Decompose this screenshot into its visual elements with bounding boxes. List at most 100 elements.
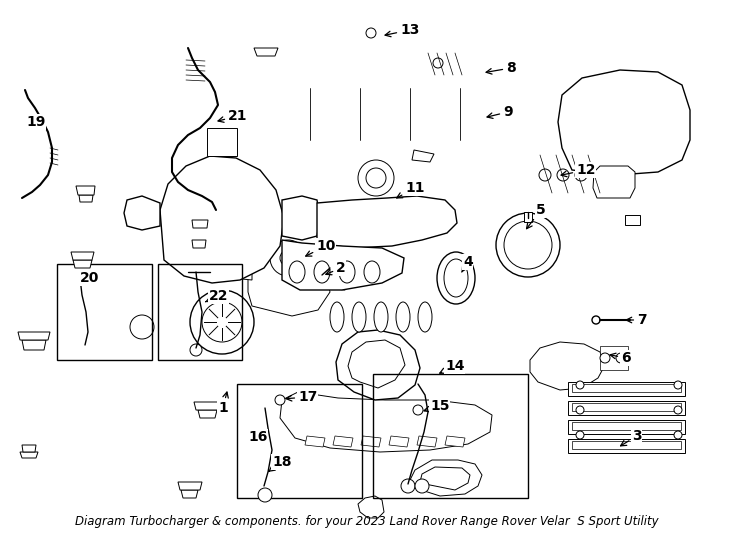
Circle shape [674, 406, 682, 414]
Polygon shape [192, 240, 206, 248]
Text: 13: 13 [385, 23, 419, 37]
Text: 17: 17 [286, 390, 317, 404]
Circle shape [557, 169, 569, 181]
Circle shape [600, 353, 610, 363]
Circle shape [358, 160, 394, 196]
Polygon shape [230, 268, 252, 280]
Circle shape [592, 316, 600, 324]
Polygon shape [18, 332, 50, 340]
Text: 18: 18 [269, 455, 291, 471]
Polygon shape [530, 342, 605, 390]
Text: 7: 7 [626, 313, 647, 327]
Circle shape [504, 221, 552, 269]
Polygon shape [410, 460, 482, 496]
Polygon shape [76, 186, 95, 195]
Polygon shape [254, 48, 278, 56]
Text: 6: 6 [610, 351, 631, 365]
Ellipse shape [418, 302, 432, 332]
Polygon shape [333, 436, 353, 447]
Bar [524, 212, 532, 222]
Polygon shape [389, 436, 409, 447]
Text: 1: 1 [218, 392, 228, 415]
Circle shape [539, 169, 551, 181]
Text: 14: 14 [440, 359, 465, 373]
Text: 22: 22 [206, 289, 228, 303]
Circle shape [280, 250, 296, 266]
Polygon shape [300, 254, 322, 270]
Polygon shape [558, 70, 690, 175]
Text: 19: 19 [26, 115, 46, 129]
Polygon shape [192, 220, 208, 228]
Bar [57, 264, 152, 360]
Ellipse shape [364, 261, 380, 283]
Polygon shape [22, 340, 46, 350]
Polygon shape [445, 436, 465, 447]
Text: 10: 10 [306, 239, 335, 256]
Polygon shape [417, 436, 437, 447]
Ellipse shape [289, 261, 305, 283]
Circle shape [674, 381, 682, 389]
Circle shape [275, 395, 285, 405]
Circle shape [576, 406, 584, 414]
Circle shape [576, 381, 584, 389]
Circle shape [366, 28, 376, 38]
Bar [600, 346, 628, 370]
Bar [572, 384, 681, 392]
Polygon shape [248, 254, 330, 316]
Circle shape [496, 213, 560, 277]
Polygon shape [181, 490, 198, 498]
Circle shape [366, 168, 386, 188]
Text: Diagram Turbocharger & components. for your 2023 Land Rover Range Rover Velar  S: Diagram Turbocharger & components. for y… [75, 515, 659, 528]
Circle shape [401, 479, 415, 493]
Polygon shape [207, 128, 237, 156]
Polygon shape [79, 195, 93, 202]
Polygon shape [200, 320, 227, 328]
Polygon shape [305, 436, 325, 447]
Polygon shape [198, 410, 217, 418]
Text: 2: 2 [326, 261, 346, 275]
Bar [373, 374, 528, 498]
Bar [568, 382, 685, 396]
Polygon shape [124, 196, 160, 230]
Polygon shape [317, 196, 457, 248]
Text: 12: 12 [561, 163, 595, 177]
Bar [572, 441, 681, 449]
Ellipse shape [330, 302, 344, 332]
Polygon shape [282, 196, 320, 240]
Ellipse shape [352, 302, 366, 332]
Polygon shape [160, 156, 284, 283]
Circle shape [190, 290, 254, 354]
Text: 21: 21 [218, 109, 247, 123]
Circle shape [270, 240, 306, 276]
Bar [237, 384, 362, 498]
Ellipse shape [437, 252, 475, 304]
Circle shape [616, 353, 626, 363]
Polygon shape [358, 496, 384, 518]
Bar [572, 422, 681, 430]
Circle shape [674, 431, 682, 439]
Polygon shape [348, 340, 405, 388]
Polygon shape [203, 328, 224, 336]
Circle shape [190, 344, 202, 356]
Bar [568, 420, 685, 434]
Circle shape [202, 302, 242, 342]
Text: 15: 15 [424, 399, 449, 413]
Polygon shape [420, 467, 470, 490]
Text: 3: 3 [620, 429, 642, 446]
Polygon shape [178, 482, 202, 490]
Circle shape [433, 58, 443, 68]
Text: 5: 5 [526, 203, 546, 228]
Ellipse shape [374, 302, 388, 332]
Text: 11: 11 [396, 181, 424, 198]
Bar [158, 264, 242, 360]
Bar [568, 401, 685, 415]
Polygon shape [361, 436, 381, 447]
Polygon shape [280, 392, 492, 452]
Polygon shape [336, 330, 420, 400]
Ellipse shape [339, 261, 355, 283]
Ellipse shape [444, 259, 468, 297]
Polygon shape [20, 452, 38, 458]
Text: 4: 4 [462, 255, 473, 272]
Circle shape [130, 315, 154, 339]
Circle shape [415, 479, 429, 493]
